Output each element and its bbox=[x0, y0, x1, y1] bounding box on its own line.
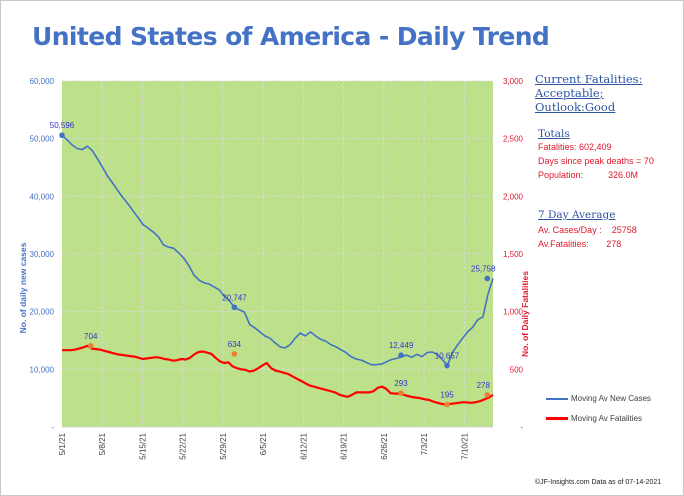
y-tick-label-right: 3,000 bbox=[503, 77, 524, 86]
data-label-cases: 10,657 bbox=[435, 352, 460, 361]
x-tick-label: 5/15/21 bbox=[138, 432, 147, 459]
data-marker-fatalities bbox=[231, 351, 238, 357]
data-marker-fatalities bbox=[398, 390, 404, 397]
x-tick-label: 5/1/21 bbox=[58, 432, 67, 455]
x-tick-label: 6/26/21 bbox=[380, 432, 389, 459]
y-tick-label-right: 500 bbox=[510, 365, 524, 374]
y-tick-label-left: 30,000 bbox=[30, 250, 55, 259]
seven-day-cases: Av. Cases/Day : 25758 bbox=[538, 225, 637, 235]
y-tick-label-right: 2,500 bbox=[503, 135, 524, 144]
y-tick-label-right: - bbox=[520, 423, 523, 432]
y-axis-title-left: No. of daily new cases bbox=[18, 242, 28, 333]
chart-title: United States of America - Daily Trend bbox=[32, 22, 550, 51]
y-tick-label-right: 1,000 bbox=[503, 308, 524, 317]
totals-population: Population: 326.0M bbox=[538, 170, 639, 180]
totals-days-since-peak: Days since peak deaths = 70 bbox=[538, 156, 654, 166]
data-marker-cases bbox=[231, 304, 238, 311]
data-marker-fatalities bbox=[87, 343, 94, 349]
x-tick-label: 7/10/21 bbox=[460, 432, 469, 459]
data-label-cases: 20,747 bbox=[222, 293, 247, 302]
footer-credit: ©JF-Insights.com Data as of 07-14-2021 bbox=[535, 479, 662, 486]
data-label-cases: 25,758 bbox=[471, 264, 496, 273]
totals-heading: Totals bbox=[538, 128, 570, 140]
x-tick-label: 7/3/21 bbox=[420, 432, 429, 455]
legend-label-cases: Moving Av New Cases bbox=[571, 394, 651, 403]
y-tick-label-left: 50,000 bbox=[30, 135, 55, 144]
y-tick-label-left: 40,000 bbox=[30, 192, 55, 201]
y-tick-label-left: - bbox=[51, 423, 54, 432]
y-tick-label-left: 10,000 bbox=[30, 365, 55, 374]
data-label-fatalities: 278 bbox=[477, 381, 491, 390]
legend-swatch-fatalities bbox=[546, 417, 568, 420]
series-line-fatalities bbox=[62, 344, 494, 406]
x-tick-label: 5/29/21 bbox=[219, 432, 228, 459]
data-marker-fatalities bbox=[484, 392, 491, 398]
y-tick-label-right: 1,500 bbox=[503, 250, 524, 259]
data-label-fatalities: 195 bbox=[440, 391, 454, 400]
data-marker-cases bbox=[59, 132, 65, 139]
status-line: Current Fatalities: bbox=[535, 72, 643, 86]
x-tick-label: 5/8/21 bbox=[98, 432, 107, 455]
x-tick-label: 6/5/21 bbox=[259, 432, 268, 455]
status-panel: Current Fatalities: Acceptable; Outlook:… bbox=[535, 72, 642, 114]
legend-item-fatalities: Moving Av Fatalities bbox=[546, 414, 642, 423]
totals-fatalities: Fatalities: 602,409 bbox=[538, 142, 612, 152]
y-tick-label-left: 60,000 bbox=[30, 77, 55, 86]
data-label-cases: 50,596 bbox=[50, 121, 75, 130]
seven-day-fatalities: Av.Fatalities: 278 bbox=[538, 239, 622, 249]
status-line: Acceptable; bbox=[535, 86, 604, 100]
series-line-cases bbox=[61, 134, 494, 367]
legend-label-fatalities: Moving Av Fatalities bbox=[571, 414, 642, 423]
data-label-fatalities: 293 bbox=[394, 379, 408, 388]
data-marker-cases bbox=[398, 352, 404, 359]
data-label-cases: 12,449 bbox=[389, 341, 414, 350]
data-label-fatalities: 704 bbox=[84, 332, 98, 341]
y-axis-title-right: No. of Daily Fatalities bbox=[520, 271, 530, 357]
x-tick-label: 5/22/21 bbox=[179, 432, 188, 459]
data-marker-cases bbox=[484, 275, 491, 282]
seven-day-heading: 7 Day Average bbox=[538, 209, 616, 221]
x-tick-label: 6/12/21 bbox=[299, 432, 308, 459]
data-marker-cases bbox=[444, 362, 450, 369]
status-line: Outlook:Good bbox=[535, 100, 616, 114]
y-tick-label-right: 2,000 bbox=[503, 192, 524, 201]
data-marker-fatalities bbox=[444, 401, 450, 408]
legend-swatch-cases bbox=[546, 397, 568, 400]
y-tick-label-left: 20,000 bbox=[30, 308, 55, 317]
x-tick-label: 6/19/21 bbox=[340, 432, 349, 459]
legend-item-cases: Moving Av New Cases bbox=[546, 394, 651, 403]
data-label-fatalities: 634 bbox=[228, 340, 242, 349]
